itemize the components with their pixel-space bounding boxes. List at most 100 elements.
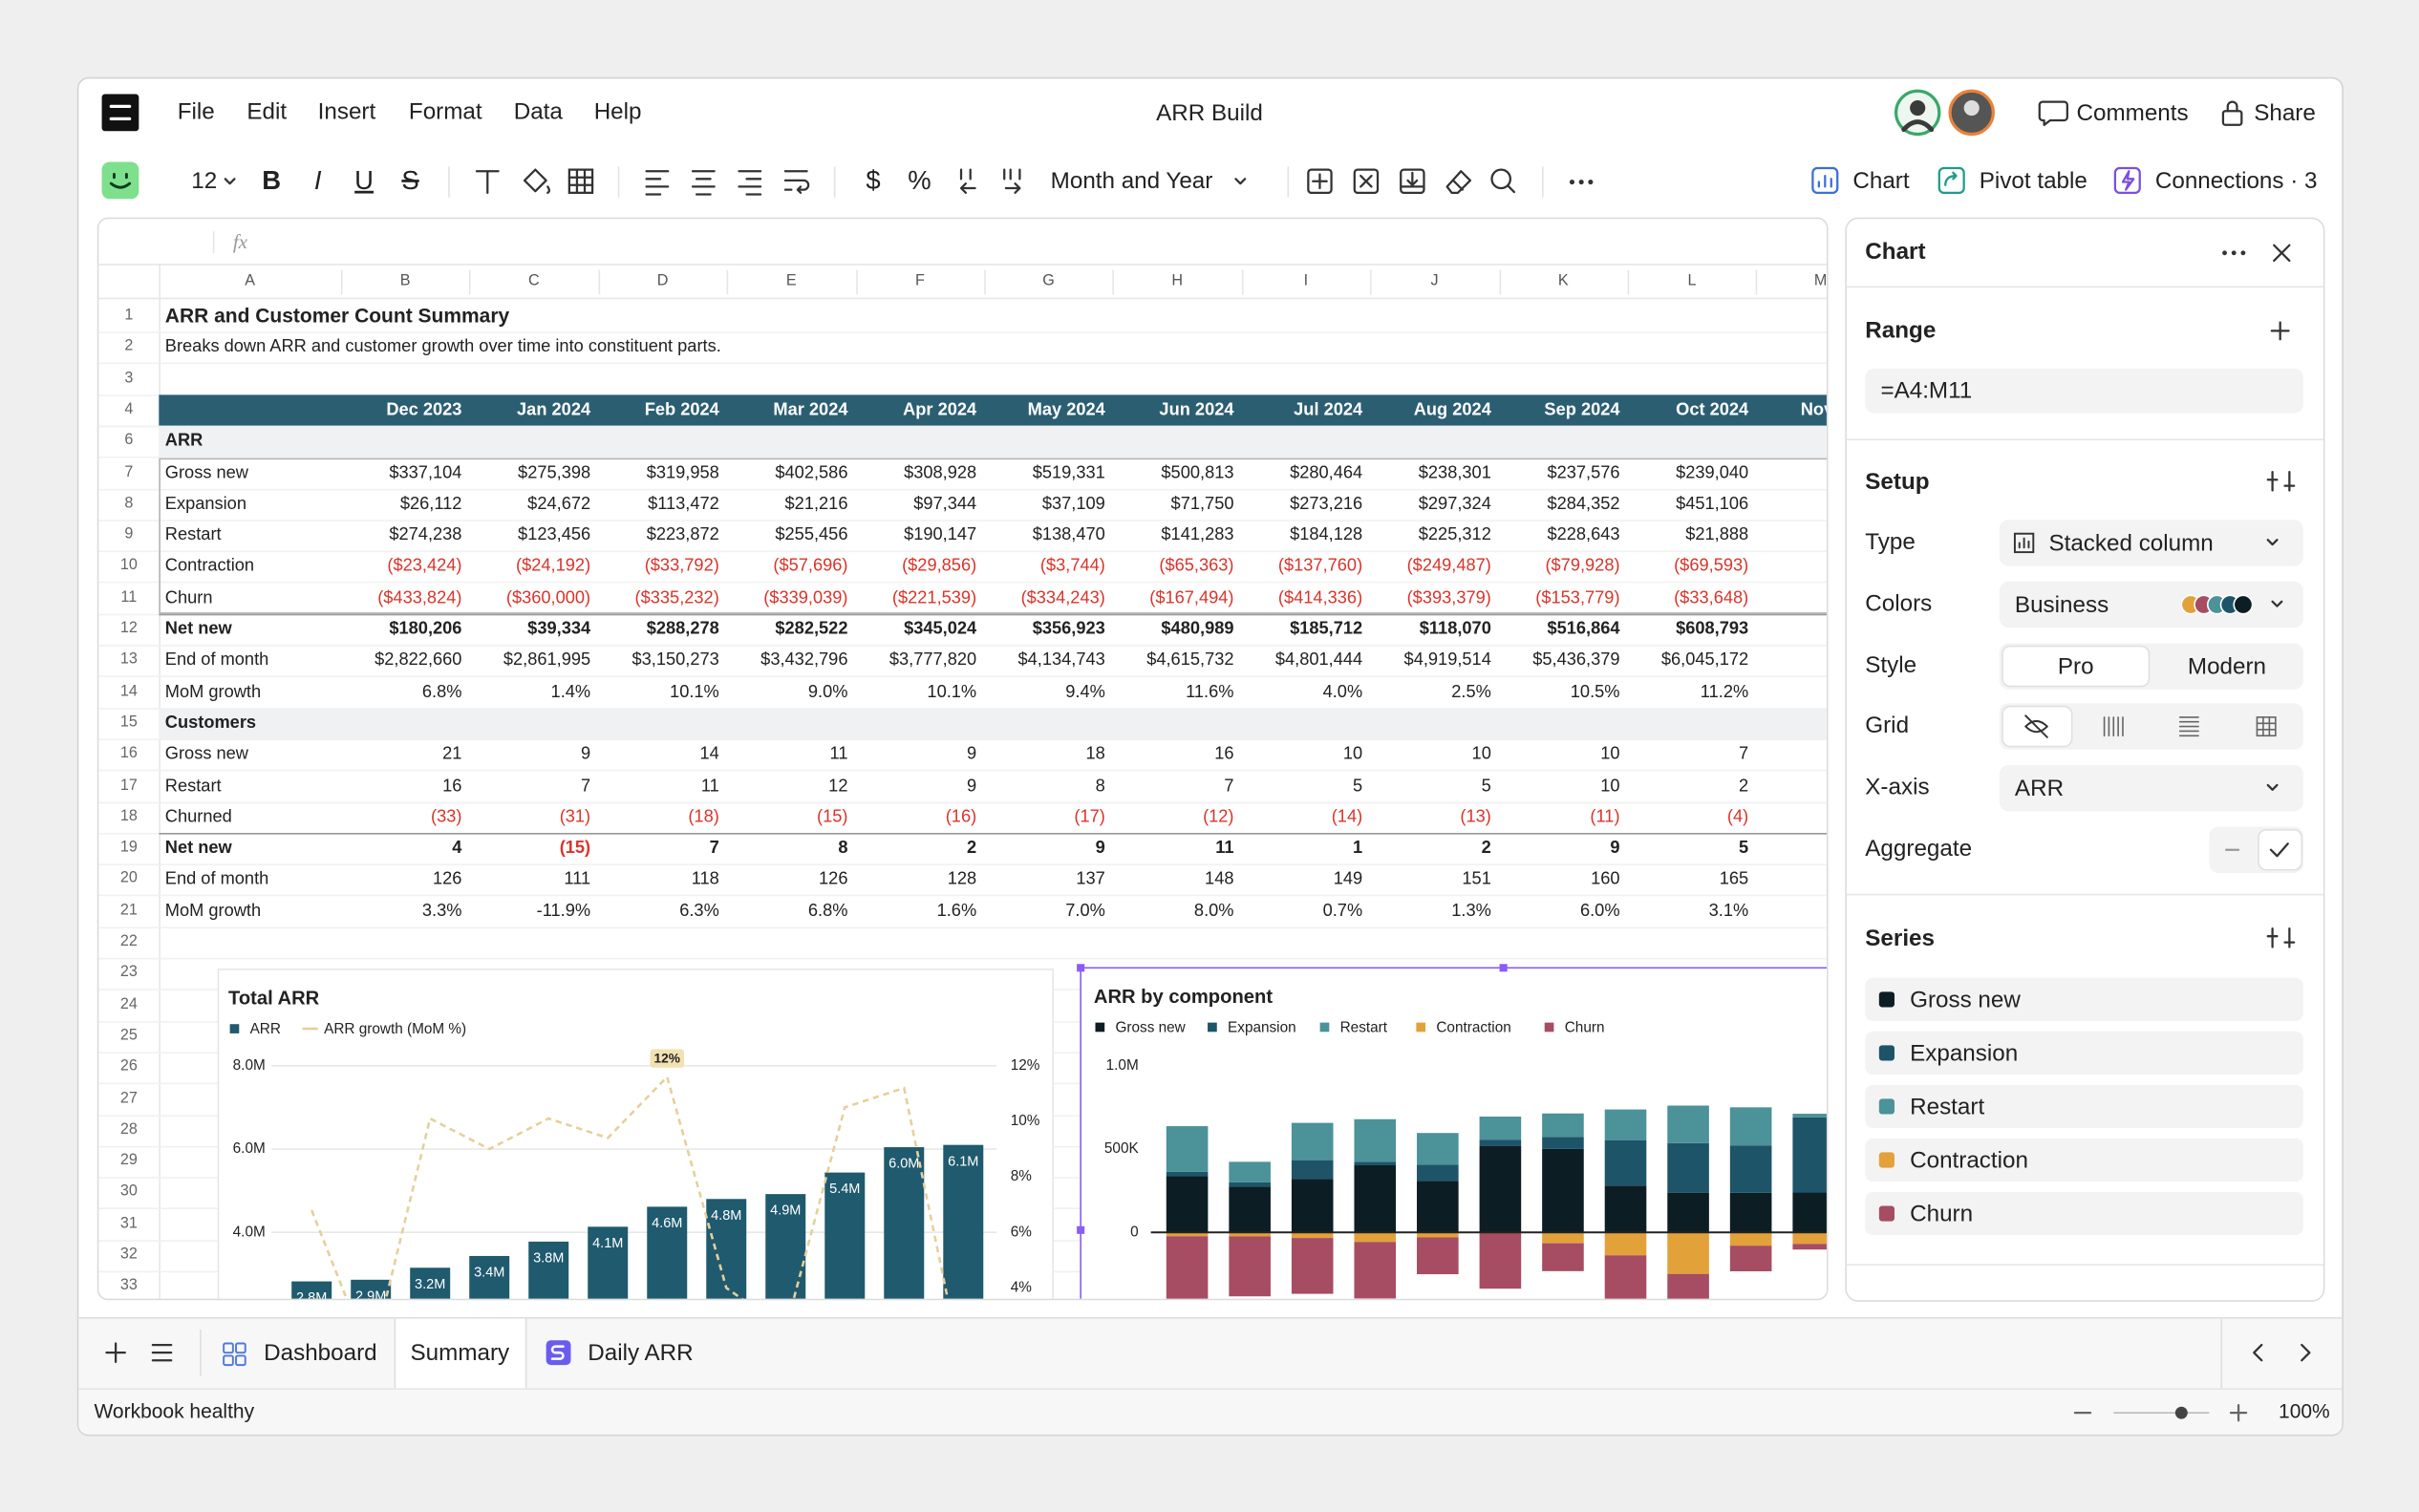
bar — [351, 1279, 392, 1299]
more-dot — [2222, 250, 2227, 256]
text-icon — [475, 170, 500, 194]
toolbar-action[interactable]: Connections · 3 — [2155, 168, 2318, 194]
header-action[interactable]: Comments — [2077, 100, 2189, 126]
row-number: 13 — [119, 650, 138, 669]
row-line — [98, 800, 1827, 803]
menu-item[interactable]: Insert — [318, 98, 376, 124]
row-number: 24 — [119, 995, 138, 1013]
row-number: 23 — [119, 964, 138, 982]
section-title: Series — [1865, 926, 1935, 951]
align-right — [738, 170, 762, 196]
font-size[interactable]: 12 — [191, 168, 217, 194]
cell: (18) — [688, 807, 719, 827]
series-name[interactable]: Restart — [1910, 1094, 1984, 1119]
menu-item[interactable]: Edit — [246, 98, 287, 124]
cell: $180,206 — [389, 620, 462, 639]
sheet-tab[interactable]: Dashboard — [264, 1340, 376, 1366]
format-button[interactable]: I — [314, 165, 322, 195]
cell: 18 — [1085, 745, 1105, 764]
cell: 0.7% — [1322, 902, 1363, 921]
chart-title: ARR by component — [1094, 987, 1273, 1008]
cell: (15) — [559, 839, 591, 858]
header-action[interactable]: Share — [2254, 100, 2316, 126]
bar — [469, 1255, 510, 1299]
cell: Sep 2024 — [1544, 400, 1620, 420]
format-button[interactable]: B — [262, 165, 281, 195]
cell: $500,813 — [1161, 463, 1234, 482]
format-button[interactable]: S — [401, 165, 418, 195]
cell: $3,150,273 — [632, 650, 719, 671]
menu-item[interactable]: Help — [594, 98, 642, 124]
more-dot — [1569, 179, 1575, 185]
status-text: Workbook healthy — [95, 1401, 255, 1423]
row-number: 9 — [124, 525, 134, 543]
bar-segment — [1729, 1232, 1772, 1246]
bar-segment — [1354, 1165, 1397, 1233]
cell: $274,238 — [389, 525, 462, 545]
cell: Restart — [164, 777, 222, 796]
column-divider — [1370, 269, 1372, 295]
column-header: I — [1303, 272, 1309, 290]
prev-sheet — [2253, 1343, 2263, 1362]
bar-label: 4.9M — [770, 1203, 801, 1219]
cell: 126 — [433, 870, 462, 889]
series-name[interactable]: Churn — [1910, 1202, 1973, 1227]
menu-item[interactable]: File — [178, 98, 215, 124]
toolbar-action[interactable]: Pivot table — [1980, 168, 2087, 194]
legend-label: Expansion — [1228, 1019, 1296, 1035]
cell: $519,331 — [1032, 463, 1105, 482]
menu-item[interactable]: Format — [409, 98, 482, 124]
sheet-tab[interactable]: Daily ARR — [588, 1340, 693, 1366]
cell: 9 — [967, 777, 977, 796]
bar — [824, 1172, 866, 1299]
cell: $288,278 — [646, 620, 719, 639]
logo-mark — [109, 104, 132, 120]
row-number: 12 — [119, 620, 138, 637]
cell: $225,312 — [1418, 525, 1491, 545]
toolbar-action[interactable]: Chart — [1852, 168, 1909, 194]
range-value[interactable]: =A4:M11 — [1880, 378, 1972, 404]
field-value[interactable]: Business — [2015, 592, 2109, 618]
bar-segment — [1479, 1139, 1522, 1146]
row-number: 27 — [119, 1089, 138, 1107]
cell: ($33,648) — [1674, 588, 1749, 607]
series-item — [1865, 1191, 2303, 1236]
clear-icon — [1445, 170, 1472, 194]
bar-segment — [1792, 1192, 1827, 1233]
cell: ($414,336) — [1277, 588, 1363, 607]
cell: 11 — [700, 777, 719, 796]
field-value[interactable]: Stacked column — [2048, 530, 2213, 556]
bar-segment — [1604, 1255, 1647, 1299]
column-divider — [1756, 269, 1758, 295]
number-format[interactable]: Month and Year — [1051, 168, 1213, 194]
cell: End of month — [164, 650, 269, 671]
bar-segment — [1729, 1192, 1772, 1233]
cell: ($3,744) — [1039, 557, 1105, 576]
cell: 11.2% — [1700, 682, 1749, 702]
column-divider — [1241, 269, 1244, 295]
series-name[interactable]: Gross new — [1910, 987, 2021, 1012]
insert-icon — [1307, 168, 1333, 194]
y-tick-label: 6.0M — [233, 1140, 266, 1157]
format-button[interactable]: U — [354, 165, 374, 195]
sheet-tab[interactable]: Summary — [411, 1340, 511, 1366]
segment-option[interactable]: Pro — [2058, 654, 2094, 680]
series-name[interactable]: Expansion — [1910, 1040, 2018, 1066]
number-button[interactable]: % — [908, 165, 931, 195]
connections-icon — [2113, 166, 2141, 194]
cell: ($334,243) — [1020, 588, 1105, 607]
cell: ($249,487) — [1406, 557, 1491, 576]
row-number: 19 — [119, 839, 138, 857]
cell: $356,923 — [1032, 620, 1105, 639]
field-value[interactable]: ARR — [2015, 776, 2064, 801]
row-number: 15 — [119, 713, 138, 732]
cell: 10.5% — [1570, 682, 1620, 702]
zoom-in — [2229, 1403, 2248, 1422]
menu-item[interactable]: Data — [514, 98, 564, 124]
row-line — [98, 362, 1827, 365]
number-button[interactable]: $ — [866, 165, 880, 195]
cell: $123,456 — [518, 525, 591, 545]
more-dot — [1588, 179, 1594, 185]
segment-option[interactable]: Modern — [2188, 654, 2266, 680]
series-name[interactable]: Contraction — [1910, 1147, 2028, 1173]
